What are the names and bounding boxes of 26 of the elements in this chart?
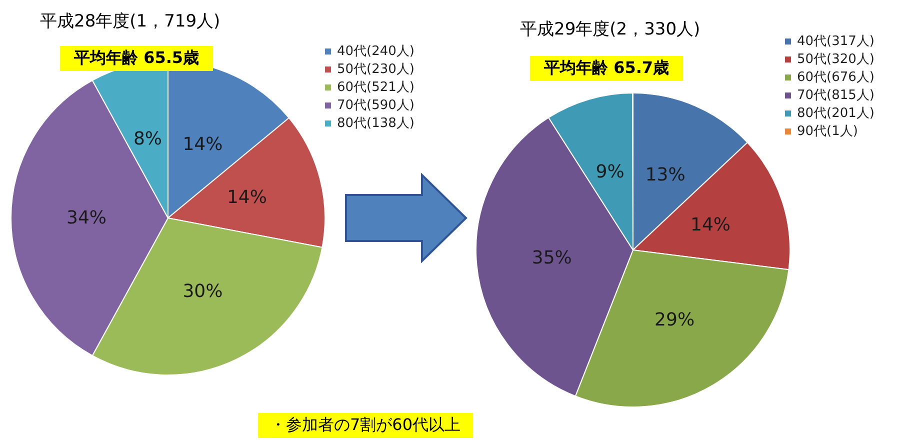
data-label: 29% xyxy=(654,310,695,331)
data-label: 14% xyxy=(226,187,267,208)
legend-label: 80代(201人) xyxy=(797,106,874,121)
legend-label: 60代(521人) xyxy=(337,80,414,95)
data-label: 35% xyxy=(532,247,572,268)
legend-label: 40代(240人) xyxy=(337,44,414,59)
legend-label: 50代(320人) xyxy=(797,52,874,67)
legend-label: 60代(676人) xyxy=(797,70,874,85)
text: ・参加者の7割が60代以上 xyxy=(258,413,473,438)
chart-title: 平成28年度(1，719人) xyxy=(40,12,220,32)
data-label: 13% xyxy=(645,164,686,186)
data-label: 14% xyxy=(182,134,223,155)
data-label: 9% xyxy=(596,161,624,182)
legend-label: 70代(815人) xyxy=(797,88,874,103)
legend-label: 90代(1人) xyxy=(797,124,858,139)
data-label: 34% xyxy=(66,208,107,228)
legend-label: 70代(590人) xyxy=(337,98,414,113)
data-label: 8% xyxy=(133,128,162,150)
legend-label: 40代(317人) xyxy=(797,34,874,49)
legend-label: 80代(138人) xyxy=(337,116,414,131)
chart-title: 平成29年度(2，330人) xyxy=(520,20,700,40)
data-label: 14% xyxy=(690,214,731,236)
legend-label: 50代(230人) xyxy=(337,62,414,77)
data-label: 30% xyxy=(182,281,223,302)
chart-subtitle: 平均年齢 65.5歳 xyxy=(60,46,214,71)
text: 平均年齢 65.7歳 xyxy=(530,56,684,81)
